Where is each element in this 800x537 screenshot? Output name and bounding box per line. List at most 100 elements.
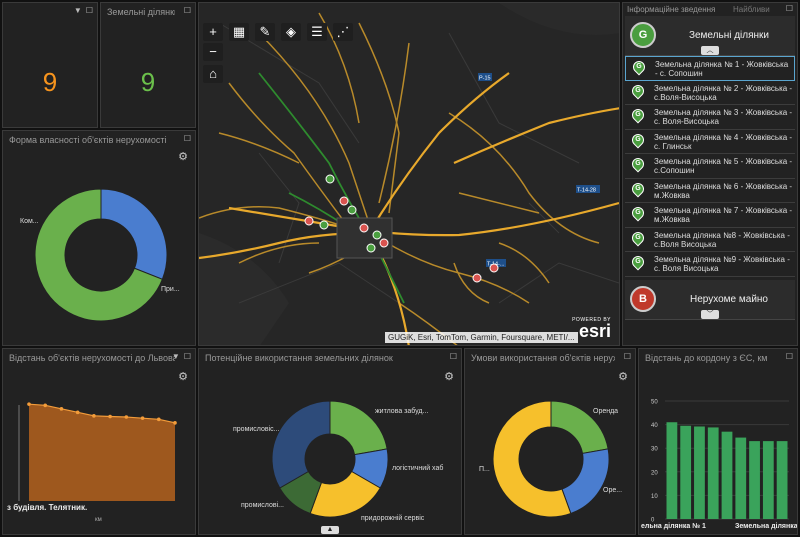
donut-slices	[34, 188, 168, 322]
map-pin-icon: G	[629, 180, 647, 197]
gear-icon[interactable]: ⚙	[444, 371, 454, 383]
bar-6[interactable]	[749, 441, 760, 519]
panel-controls[interactable]: ▼ ☐	[74, 6, 93, 15]
chevron-down-icon[interactable]: ▼	[171, 352, 180, 361]
y-tick-label-0: 0	[651, 518, 655, 524]
group-label: Нерухоме майно	[689, 293, 768, 305]
panel-controls[interactable]: ▼ ☐	[172, 352, 191, 361]
bar-0[interactable]	[666, 422, 678, 519]
y-tick-label-5: 50	[651, 400, 658, 406]
layer-list-icon[interactable]: ☰	[307, 23, 327, 41]
donut-slice-1[interactable]	[34, 188, 164, 322]
gear-icon[interactable]: ⚙	[618, 371, 628, 383]
donut-slice-2[interactable]	[492, 400, 572, 518]
list-item[interactable]: G Земельна ділянка № 5 - Жовківська - с.С…	[625, 154, 795, 179]
data-point-0[interactable]	[27, 402, 31, 406]
list-item[interactable]: G Земельна ділянка № 3 - Жовківська - с. …	[625, 105, 795, 130]
list-item[interactable]: G Земельна ділянка № 1 - Жовківська - с. …	[625, 56, 795, 81]
road-label: P-15	[479, 76, 491, 82]
ownership-chart-panel: Форма власності об'єктів нерухомості ☐ ⚙…	[2, 130, 196, 346]
panel-title: Інформаційне зведення	[627, 5, 716, 14]
bar-5[interactable]	[735, 437, 747, 519]
ownership-donut: Ком... При...	[20, 188, 180, 322]
map-pin-icon: G	[630, 58, 648, 76]
panel-title: Відстань до кордону з ЄС, км	[645, 353, 768, 363]
maximize-icon[interactable]: ☐	[183, 6, 191, 15]
panel-controls[interactable]: ☐	[450, 352, 457, 361]
sketch-pencil-icon[interactable]: ✎	[255, 23, 275, 41]
maximize-icon[interactable]: ☐	[785, 4, 793, 13]
basemap-gallery-icon[interactable]: ▦	[229, 23, 249, 41]
gear-icon[interactable]: ⚙	[178, 151, 188, 163]
kpi-value-2: 9	[140, 67, 156, 97]
maximize-icon[interactable]: ☐	[449, 352, 457, 361]
chevron-up-icon[interactable]: ︿	[701, 46, 719, 55]
list-item[interactable]: G Земельна ділянка № 4 - Жовківська - с. …	[625, 130, 795, 154]
panel-title: Земельні ділянки	[107, 7, 175, 17]
list-item[interactable]: G Земельна ділянка №9 - Жовківська - с. В…	[625, 252, 795, 277]
panel-title: Форма власності об'єктів нерухомості	[9, 135, 167, 145]
maximize-icon[interactable]: ☐	[183, 134, 191, 143]
data-point-6[interactable]	[124, 415, 129, 419]
list-item[interactable]: G Земельна ділянка № 7 - Жовківська - м.Ж…	[625, 203, 795, 228]
data-point-4[interactable]	[92, 414, 96, 418]
home-icon[interactable]: ⌂	[203, 65, 223, 83]
slice-label: промислові...	[241, 501, 284, 509]
donut-slices	[271, 400, 389, 518]
data-point-7[interactable]	[140, 416, 145, 420]
bar-2[interactable]	[694, 426, 705, 519]
land-use-donut: житлова забуд... логістичний хаб придоро…	[233, 400, 443, 522]
panel-title: Потенційне використання земельних діляно…	[205, 353, 393, 363]
map-view[interactable]: P-15 T-14-28 T-14-... + − ⌂ ▦ ✎ ◈ ☰ ⋰ GU…	[198, 2, 620, 346]
panel-controls[interactable]: ☐	[184, 134, 191, 143]
map-canvas[interactable]: P-15 T-14-28 T-14-...	[199, 3, 620, 346]
bar-8[interactable]	[776, 441, 788, 519]
gear-icon[interactable]: ⚙	[178, 371, 188, 383]
data-point-2[interactable]	[59, 407, 64, 411]
panel-controls[interactable]: ☐	[624, 352, 631, 361]
chevron-down-icon[interactable]: ﹀	[701, 309, 719, 319]
panel-controls[interactable]: ☐	[184, 6, 191, 15]
data-point-1[interactable]	[43, 403, 48, 408]
panel-title: Умови використання об'єктів нерухомості	[471, 353, 615, 363]
chevron-up-icon[interactable]: ▲	[321, 526, 339, 534]
x-tick-right: Земельна ділянка N	[735, 522, 798, 530]
zoom-in-button[interactable]: +	[203, 23, 223, 41]
maximize-icon[interactable]: ☐	[183, 352, 191, 361]
maximize-icon[interactable]: ☐	[623, 352, 631, 361]
search-label[interactable]: Найбливи	[733, 5, 770, 14]
bar-4[interactable]	[721, 431, 733, 519]
list-item-label: Земельна ділянка № 6 - Жовківська - м.Жо…	[654, 181, 793, 200]
measure-icon[interactable]: ⋰	[333, 23, 353, 41]
list-item[interactable]: G Земельна ділянка № 6 - Жовківська - м.Ж…	[625, 179, 795, 203]
data-point-3[interactable]	[75, 410, 80, 415]
slice-label: промисловіс...	[233, 425, 280, 433]
data-point-5[interactable]	[108, 414, 112, 419]
donut-slice-0[interactable]	[100, 188, 168, 280]
list-item[interactable]: G Земельна ділянка №8 - Жовківська - с.Во…	[625, 228, 795, 252]
group-land-plots[interactable]: G Земельні ділянки ︿	[625, 16, 795, 56]
map-pin-icon: G	[629, 229, 647, 246]
donut-slice-4[interactable]	[271, 400, 331, 489]
layers-icon[interactable]: ◈	[281, 23, 301, 41]
bar-1[interactable]	[680, 425, 692, 519]
chevron-down-icon[interactable]: ▼	[73, 6, 82, 15]
list-item-label: Земельна ділянка № 5 - Жовківська - с.Со…	[654, 157, 793, 175]
esri-wordmark: esri	[578, 321, 611, 341]
panel-title: Відстань об'єктів нерухомості до Львова,…	[9, 353, 175, 363]
slice-label: Оре...	[603, 487, 622, 494]
donut-slice-1[interactable]	[561, 448, 610, 515]
group-real-estate[interactable]: B Нерухоме майно ﹀	[625, 279, 795, 320]
data-point-9[interactable]	[173, 421, 177, 425]
bar-3[interactable]	[707, 427, 719, 519]
bar-7[interactable]	[762, 441, 774, 519]
list-item[interactable]: G Земельна ділянка № 2 - Жовківська - с.В…	[625, 81, 795, 105]
map-markers[interactable]	[304, 174, 499, 283]
data-point-8[interactable]	[156, 417, 161, 422]
pin-letter: G	[635, 258, 641, 265]
maximize-icon[interactable]: ☐	[785, 352, 793, 361]
maximize-icon[interactable]: ☐	[85, 6, 93, 15]
panel-controls[interactable]: ☐	[786, 352, 793, 361]
zoom-out-button[interactable]: −	[203, 43, 223, 61]
road-label: T-14-28	[577, 188, 596, 194]
